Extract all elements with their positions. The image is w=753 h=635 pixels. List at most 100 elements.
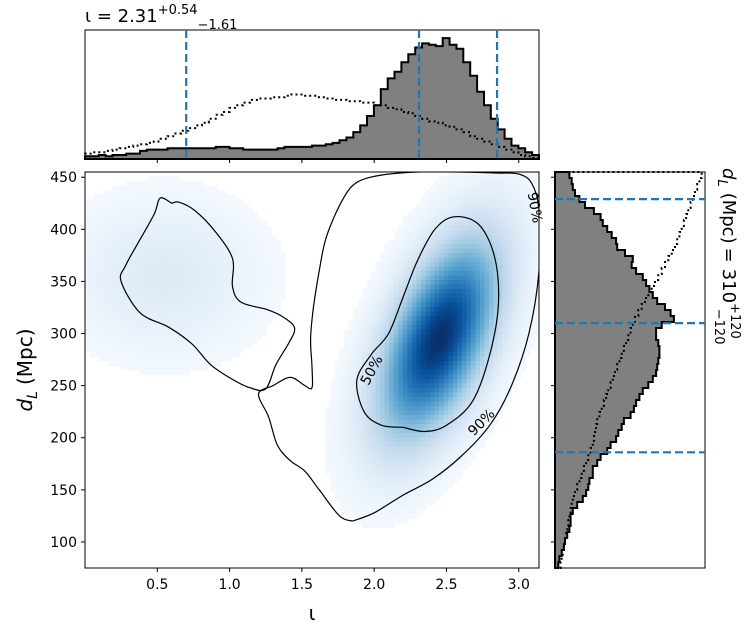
density-cell — [475, 370, 481, 376]
density-cell — [516, 203, 522, 209]
density-cell — [203, 275, 209, 281]
density-cell — [534, 266, 539, 272]
density-cell — [184, 271, 191, 277]
density-cell — [85, 311, 91, 317]
density-cell — [470, 253, 477, 259]
density-cell — [493, 190, 499, 196]
density-cell — [520, 248, 526, 254]
density-cell — [375, 347, 381, 353]
density-cell — [216, 266, 222, 272]
density-cell — [529, 190, 536, 196]
density-cell — [225, 293, 231, 299]
density-cell — [430, 307, 436, 313]
density-cell — [466, 194, 472, 200]
density-cell — [416, 478, 422, 484]
density-cell — [484, 428, 490, 434]
density-cell — [371, 325, 377, 331]
density-cell — [171, 334, 177, 340]
density-cell — [470, 325, 477, 331]
density-cell — [203, 248, 209, 254]
density-cell — [103, 347, 109, 353]
density-cell — [534, 244, 539, 250]
density-cell — [484, 401, 490, 407]
density-cell — [203, 208, 209, 214]
density-cell — [148, 293, 154, 299]
density-cell — [89, 352, 95, 358]
density-cell — [193, 190, 200, 196]
density-cell — [144, 334, 150, 340]
density-cell — [479, 320, 486, 326]
density-cell — [430, 248, 436, 254]
density-cell — [425, 392, 431, 398]
density-cell — [389, 293, 395, 299]
density-cell — [498, 257, 504, 263]
density-cell — [371, 307, 377, 313]
density-cell — [380, 523, 386, 529]
density-cell — [121, 239, 127, 245]
density-cell — [411, 307, 418, 313]
density-cell — [248, 271, 254, 277]
density-cell — [257, 244, 263, 250]
density-cell — [371, 388, 377, 394]
density-cell — [243, 235, 250, 241]
density-cell — [434, 311, 440, 317]
density-cell — [534, 320, 539, 326]
density-cell — [153, 253, 159, 259]
density-cell — [502, 316, 508, 322]
density-cell — [334, 370, 340, 376]
density-cell — [384, 437, 390, 443]
density-cell — [116, 239, 122, 245]
density-cell — [94, 284, 100, 290]
density-cell — [398, 293, 404, 299]
density-cell — [466, 460, 472, 466]
density-cell — [275, 266, 281, 272]
density-cell — [221, 343, 227, 349]
density-cell — [148, 194, 154, 200]
density-cell — [425, 302, 431, 308]
density-cell — [425, 487, 431, 493]
density-cell — [139, 370, 145, 376]
density-cell — [411, 365, 418, 371]
density-cell — [502, 343, 508, 349]
density-cell — [266, 235, 272, 241]
density-cell — [116, 316, 122, 322]
density-cell — [493, 181, 499, 187]
density-cell — [384, 491, 390, 497]
density-cell — [352, 343, 358, 349]
density-cell — [502, 280, 508, 286]
density-cell — [207, 352, 213, 358]
density-cell — [470, 451, 477, 457]
density-cell — [516, 356, 522, 362]
density-cell — [461, 343, 467, 349]
density-cell — [470, 415, 477, 421]
density-cell — [493, 316, 499, 322]
density-cell — [121, 194, 127, 200]
density-cell — [448, 383, 454, 389]
density-cell — [511, 379, 517, 385]
density-cell — [366, 365, 372, 371]
density-cell — [189, 343, 195, 349]
density-cell — [352, 460, 358, 466]
density-cell — [271, 275, 277, 281]
density-cell — [375, 298, 381, 304]
density-cell — [121, 343, 127, 349]
density-cell — [375, 491, 381, 497]
density-cell — [366, 338, 372, 344]
density-cell — [153, 190, 159, 196]
density-cell — [112, 343, 118, 349]
density-cell — [112, 325, 118, 331]
density-cell — [457, 248, 463, 254]
density-cell — [498, 329, 504, 335]
density-cell — [479, 307, 486, 313]
density-cell — [511, 248, 517, 254]
density-cell — [443, 451, 449, 457]
density-cell — [407, 212, 413, 218]
density-cell — [402, 226, 408, 232]
density-cell — [448, 176, 454, 182]
density-cell — [389, 271, 395, 277]
contour-label-edge: 90% — [524, 191, 545, 224]
density-cell — [234, 226, 240, 232]
density-cell — [507, 329, 513, 335]
density-cell — [352, 307, 358, 313]
density-cell — [103, 280, 109, 286]
